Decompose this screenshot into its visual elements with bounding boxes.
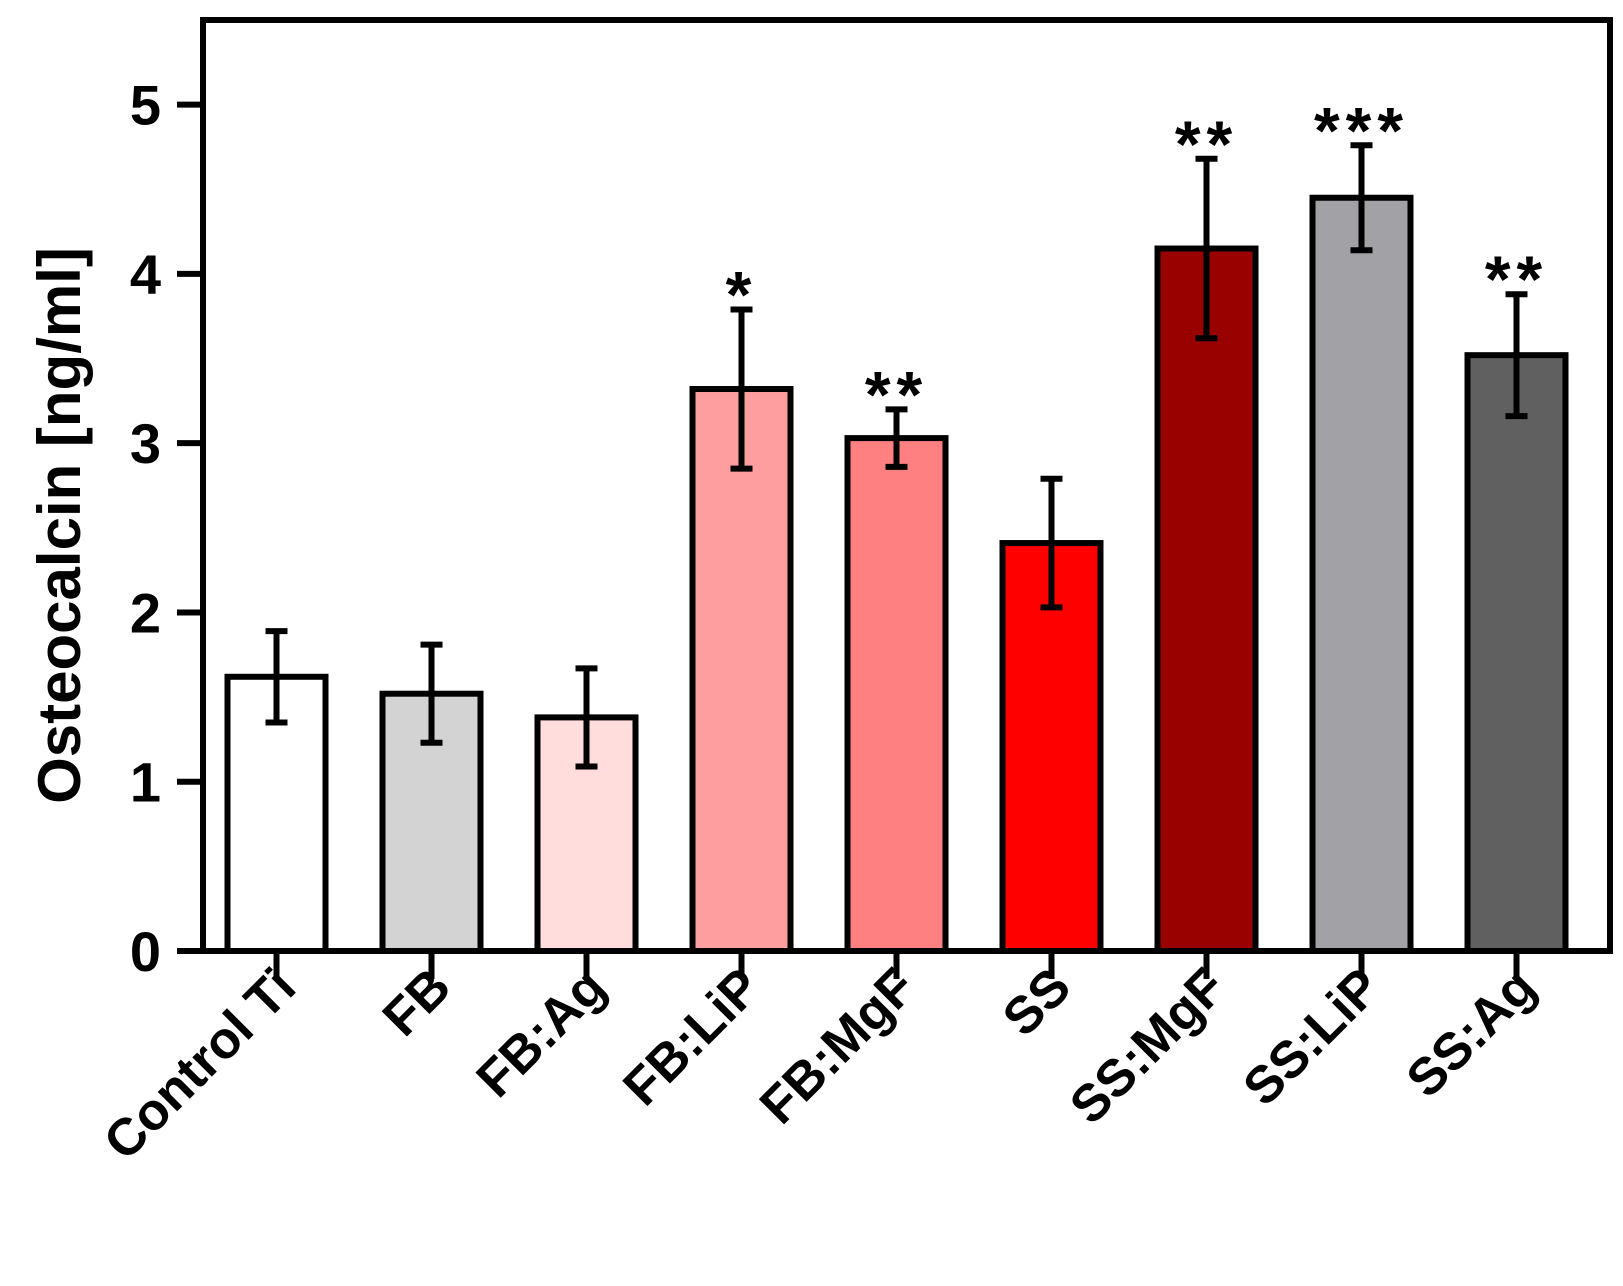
error-bar-8 [1505,291,1528,420]
error-bar-3 [730,306,753,472]
x-category-label-2: FB:Ag [466,957,617,1108]
error-bar-6 [1195,155,1218,342]
bar-4 [844,435,949,954]
x-category-label-3: FB:LiP [613,957,772,1116]
error-bars-layer [265,142,1528,770]
bar-6 [1154,245,1259,954]
y-tick-label-5: 5 [130,74,161,137]
x-category-label-7: SS:LiP [1232,957,1392,1117]
axes [177,17,1613,979]
error-bar-1 [420,641,443,746]
significance-label-8: ** [1485,242,1548,316]
significance-label-4: ** [865,357,928,431]
y-tick-label-1: 1 [130,751,161,814]
bar-5 [999,540,1104,954]
x-category-label-6: SS:MgF [1059,957,1237,1135]
bars-layer [224,194,1569,955]
y-tick-label-2: 2 [130,581,161,644]
significance-label-7: *** [1314,93,1409,167]
error-bar-4 [885,406,908,470]
significance-layer: ***** ***** [726,93,1548,431]
y-tick-labels: 0 1 2 3 4 5 [130,74,161,983]
bar-8 [1464,352,1569,955]
x-category-label-0: Control Ti [93,957,307,1171]
bar-7 [1309,194,1414,954]
significance-label-6: ** [1175,107,1238,181]
y-axis-title: Osteocalcin [ng/ml] [26,247,93,804]
bar-3 [689,386,794,955]
error-bar-5 [1040,475,1063,611]
y-tick-label-0: 0 [130,920,161,983]
error-bar-0 [265,628,288,726]
plot-frame [200,17,1613,954]
x-category-label-8: SS:Ag [1396,957,1547,1108]
x-category-label-5: SS [992,957,1082,1047]
y-tick-label-4: 4 [130,243,161,306]
error-bar-2 [575,665,598,770]
y-tick-label-3: 3 [130,412,161,475]
x-category-label-1: FB [372,957,462,1047]
error-bar-7 [1350,142,1373,254]
x-category-label-4: FB:MgF [749,957,927,1135]
significance-label-3: * [726,257,758,331]
